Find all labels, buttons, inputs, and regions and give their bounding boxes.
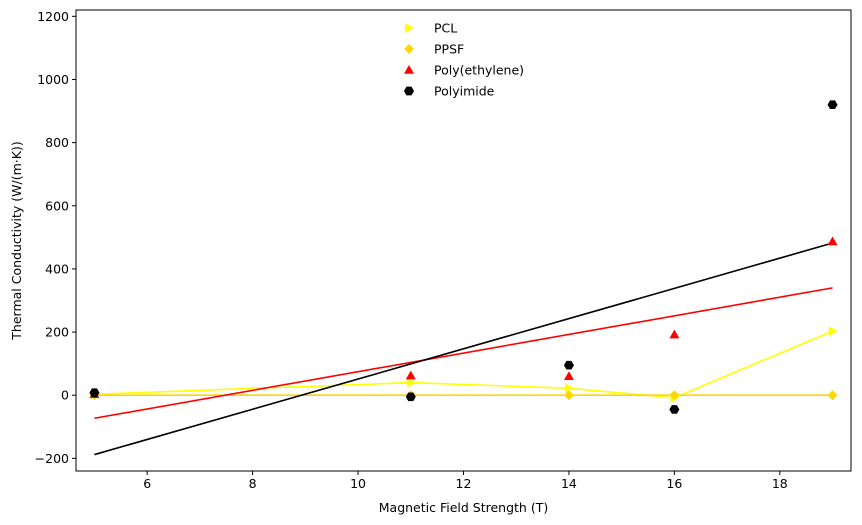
y-tick-label: 0 [61, 388, 69, 403]
legend-marker-3 [404, 86, 414, 96]
x-tick-label: 8 [249, 476, 257, 491]
y-tick-label: 800 [45, 135, 69, 150]
data-point-1-2 [563, 390, 574, 401]
data-point-1-4 [827, 390, 838, 401]
legend: PCL PPSF Poly(ethylene) Polyimide [404, 21, 524, 99]
y-tick-label: −200 [35, 451, 69, 466]
plot-frame [75, 9, 852, 472]
y-axis-ticks: −200 0 200 400 600 800 1000 1200 [35, 9, 76, 466]
y-tick-label: 200 [45, 325, 69, 340]
data-point-3-4 [827, 100, 838, 110]
legend-label: Polyimide [434, 84, 495, 99]
data-point-2-1 [405, 370, 416, 380]
data-point-1-3 [669, 390, 680, 401]
x-tick-label: 16 [666, 476, 682, 491]
y-tick-label: 1200 [37, 9, 69, 24]
x-axis-label: Magnetic Field Strength (T) [379, 500, 548, 515]
axes [75, 9, 852, 472]
x-tick-label: 18 [772, 476, 788, 491]
data-point-3-1 [405, 392, 416, 402]
data-point-3-0 [89, 388, 100, 398]
data-point-2-3 [669, 329, 680, 339]
x-tick-label: 14 [561, 476, 577, 491]
y-axis-label: Thermal Conductivity (W/(m·K)) [9, 141, 24, 340]
x-tick-label: 10 [350, 476, 366, 491]
data-point-3-3 [669, 405, 680, 414]
data-point-3-2 [563, 360, 574, 370]
y-tick-label: 400 [45, 261, 69, 276]
series-line-2 [94, 287, 833, 420]
series-line-0 [94, 330, 833, 399]
x-tick-label: 6 [143, 476, 151, 491]
legend-marker-2 [404, 65, 414, 74]
legend-label: Poly(ethylene) [434, 63, 524, 78]
series-points [89, 100, 838, 414]
data-point-0-2 [565, 383, 574, 394]
legend-marker-1 [404, 44, 414, 54]
legend-marker-0 [405, 23, 414, 33]
series-lines [94, 242, 833, 456]
data-point-2-4 [827, 236, 838, 246]
y-tick-label: 1000 [37, 72, 69, 87]
legend-label: PPSF [434, 42, 464, 57]
series-line-3 [94, 242, 833, 456]
x-axis-ticks: 6 8 10 12 14 16 18 [143, 471, 788, 491]
data-point-0-4 [828, 326, 838, 337]
x-tick-label: 12 [456, 476, 472, 491]
data-point-0-1 [407, 377, 416, 388]
data-point-2-2 [563, 371, 574, 381]
legend-label: PCL [434, 21, 457, 36]
y-tick-label: 600 [45, 198, 69, 213]
